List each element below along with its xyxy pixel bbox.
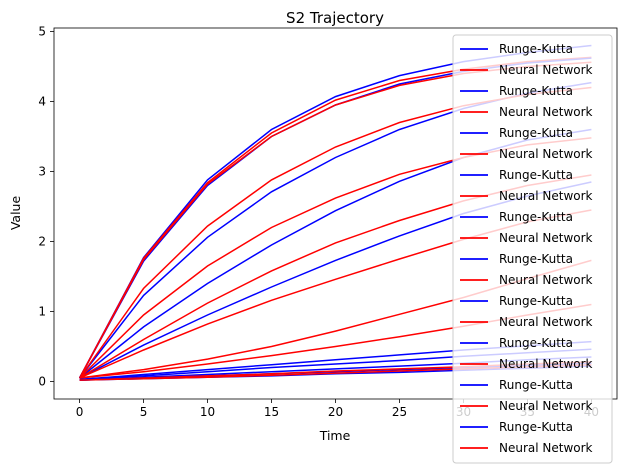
x-tick-label: 0 <box>76 405 84 419</box>
legend: Runge-Kutta Neural Network Runge-Kutta Neur… <box>452 34 613 464</box>
legend-label: Neural Network <box>499 357 593 371</box>
legend-label: Runge-Kutta <box>499 294 573 308</box>
legend-label: Runge-Kutta <box>499 84 573 98</box>
legend-label: Runge-Kutta <box>499 210 573 224</box>
legend-label: Neural Network <box>499 231 593 245</box>
legend-label: Runge-Kutta <box>499 378 573 392</box>
y-axis: 0 1 2 3 4 5 <box>38 25 54 389</box>
legend-label: Neural Network <box>499 147 593 161</box>
chart-title: S2 Trajectory <box>286 9 384 27</box>
legend-label: Neural Network <box>499 315 593 329</box>
legend-label: Runge-Kutta <box>499 420 573 434</box>
legend-box <box>452 34 613 464</box>
x-tick-label: 25 <box>392 405 407 419</box>
legend-label: Runge-Kutta <box>499 336 573 350</box>
y-tick-label: 1 <box>38 305 46 319</box>
x-tick-label: 20 <box>328 405 343 419</box>
legend-label: Neural Network <box>499 273 593 287</box>
x-tick-label: 10 <box>200 405 215 419</box>
legend-label: Neural Network <box>499 63 593 77</box>
y-tick-label: 4 <box>38 95 46 109</box>
y-tick-label: 0 <box>38 375 46 389</box>
legend-label: Neural Network <box>499 399 593 413</box>
x-axis-label: Time <box>319 428 351 443</box>
x-tick-label: 15 <box>264 405 279 419</box>
legend-label: Neural Network <box>499 189 593 203</box>
legend-label: Runge-Kutta <box>499 252 573 266</box>
legend-label: Neural Network <box>499 105 593 119</box>
y-axis-label: Value <box>8 196 23 231</box>
y-tick-label: 3 <box>38 165 46 179</box>
x-tick-label: 5 <box>140 405 148 419</box>
y-tick-label: 5 <box>38 25 46 39</box>
legend-label: Runge-Kutta <box>499 126 573 140</box>
legend-label: Runge-Kutta <box>499 168 573 182</box>
y-tick-label: 2 <box>38 235 46 249</box>
legend-label: Neural Network <box>499 441 593 455</box>
legend-label: Runge-Kutta <box>499 42 573 56</box>
